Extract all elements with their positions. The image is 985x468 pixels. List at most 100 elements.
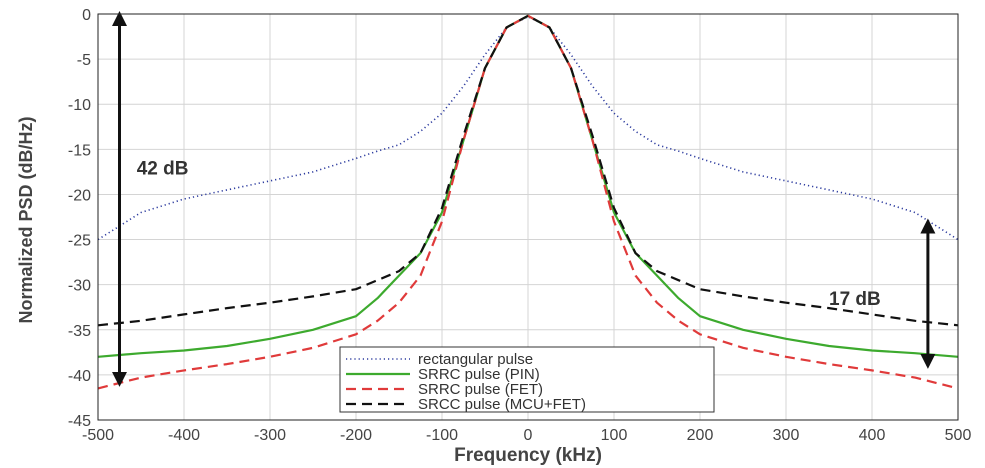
x-tick-label: -300	[254, 427, 286, 444]
x-tick-label: -200	[340, 427, 372, 444]
series-3-point	[592, 135, 594, 137]
y-tick-labels: 0 -5 -10 -15 -20 -25 -30 -35 -40 -45	[68, 7, 91, 430]
series-0-point	[441, 112, 443, 114]
series-2-point	[441, 221, 443, 223]
x-tick-labels: -500 -400 -300 -200 -100 0 100 200 300 400 500	[82, 427, 971, 444]
x-tick-label: -100	[426, 427, 458, 444]
series-3-point	[226, 307, 228, 309]
series-3-point	[527, 15, 529, 17]
y-axis-label: Normalized PSD (dB/Hz)	[16, 116, 36, 323]
series-0-point	[377, 150, 379, 152]
x-tick-label: 500	[945, 427, 972, 444]
series-3-point	[570, 67, 572, 69]
series-2-point	[656, 302, 658, 304]
y-tick-label: -25	[68, 233, 91, 250]
series-0-point	[183, 198, 185, 200]
y-tick-label: -10	[68, 97, 91, 114]
x-tick-label: 400	[859, 427, 886, 444]
y-tick-label: -30	[68, 278, 91, 295]
series-2-point	[312, 347, 314, 349]
legend-label: SRCC pulse (MCU+FET)	[418, 396, 586, 413]
series-2-point	[592, 140, 594, 142]
series-1-point	[828, 345, 830, 347]
x-tick-label: 200	[687, 427, 714, 444]
x-tick-label: 0	[524, 427, 533, 444]
series-0-point	[678, 150, 680, 152]
x-axis-label: Frequency (kHz)	[454, 445, 602, 466]
series-1-point	[269, 338, 271, 340]
y-tick-label: -35	[68, 323, 91, 340]
series-3-point	[463, 135, 465, 137]
series-3-point	[269, 302, 271, 304]
series-1-point	[656, 275, 658, 277]
legend-label: rectangular pulse	[418, 351, 533, 368]
series-0-point	[570, 54, 572, 56]
series-3-point	[140, 320, 142, 322]
series-2-point	[183, 370, 185, 372]
series-2-point	[613, 221, 615, 223]
series-0-point	[656, 144, 658, 146]
series-3-point	[506, 27, 508, 29]
series-3-point	[484, 67, 486, 69]
series-0-point	[140, 212, 142, 214]
annotation-label: 17 dB	[829, 289, 881, 310]
series-2-point	[871, 370, 873, 372]
series-0-point	[914, 212, 916, 214]
series-0-point	[312, 171, 314, 173]
series-3-point	[355, 288, 357, 290]
plot-frame	[97, 13, 959, 421]
series-3-point	[398, 270, 400, 272]
series-2-point	[785, 356, 787, 358]
series-3-point	[183, 314, 185, 316]
series-1-point	[742, 329, 744, 331]
y-tick-label: -40	[68, 368, 91, 385]
series-2-point	[828, 363, 830, 365]
series-2-point	[269, 356, 271, 358]
series-0-point	[871, 198, 873, 200]
series-3-point	[742, 296, 744, 298]
x-tick-label: -400	[168, 427, 200, 444]
dB-annotations: 42 dB 17 dB	[112, 10, 936, 387]
x-tick-label: 300	[773, 427, 800, 444]
series-0-point	[226, 189, 228, 191]
series-3-point	[312, 296, 314, 298]
x-tick-label: 100	[601, 427, 628, 444]
series-1-point	[699, 315, 701, 317]
series-0-point	[355, 158, 357, 160]
series-3-point	[871, 314, 873, 316]
series-line-3	[97, 14, 959, 327]
series-1-point	[183, 350, 185, 352]
series-3-point	[420, 252, 422, 254]
series-2-point	[226, 363, 228, 365]
series-1-point	[140, 352, 142, 354]
series-3-point	[785, 302, 787, 304]
series-0-point	[592, 85, 594, 87]
series-1-point	[914, 352, 916, 354]
series-1-point	[678, 297, 680, 299]
series-2-point	[635, 275, 637, 277]
series-2-point	[398, 302, 400, 304]
y-tick-label: -5	[77, 52, 91, 69]
series-lines	[97, 14, 959, 390]
series-0-point	[420, 131, 422, 133]
y-tick-label: 0	[82, 7, 91, 24]
series-3-point	[441, 207, 443, 209]
series-0-point	[269, 180, 271, 182]
series-3-point	[914, 320, 916, 322]
series-3-point	[377, 279, 379, 281]
series-1-point	[312, 329, 314, 331]
legend-box	[339, 346, 715, 413]
series-0-point	[742, 171, 744, 173]
series-1-point	[355, 315, 357, 317]
legend-label: SRRC pulse (PIN)	[418, 366, 540, 383]
series-2-point	[377, 320, 379, 322]
series-2-point	[420, 275, 422, 277]
series-1-point	[785, 338, 787, 340]
series-2-point	[742, 347, 744, 349]
series-2-point	[699, 334, 701, 336]
series-3-point	[613, 207, 615, 209]
series-3-point	[678, 279, 680, 281]
series-1-point	[398, 275, 400, 277]
series-0-point	[699, 158, 701, 160]
